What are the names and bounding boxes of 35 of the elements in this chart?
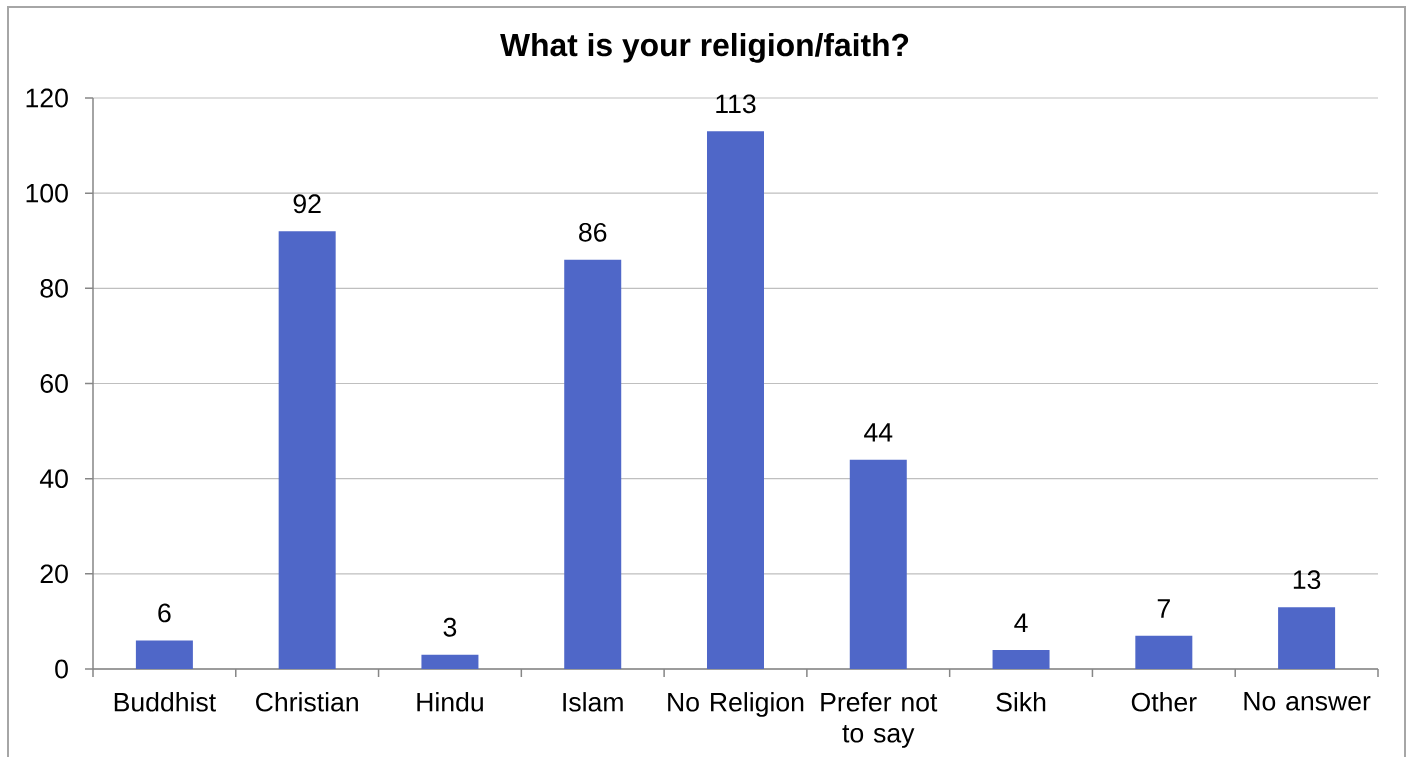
x-tick-label: Sikh bbox=[996, 692, 1046, 712]
bar bbox=[1135, 635, 1193, 669]
data-label: 13 bbox=[1293, 570, 1321, 590]
bar bbox=[992, 649, 1050, 669]
bar bbox=[278, 231, 336, 669]
x-tick-label: Other bbox=[1131, 692, 1197, 712]
bar bbox=[849, 459, 907, 669]
data-label: 86 bbox=[579, 222, 607, 242]
chart-title: What is your religion/faith? bbox=[500, 32, 909, 63]
y-tick-label: 20 bbox=[40, 564, 68, 584]
y-tick-label: 100 bbox=[26, 183, 68, 203]
data-label: 3 bbox=[443, 617, 457, 637]
x-tick-label: No answer bbox=[1244, 692, 1371, 711]
data-label: 92 bbox=[293, 194, 321, 214]
bar bbox=[421, 654, 479, 669]
bar bbox=[707, 131, 764, 669]
data-label: 4 bbox=[1014, 613, 1028, 632]
x-tick-label: Christian bbox=[256, 692, 358, 712]
x-tick-label: Hindu bbox=[417, 692, 483, 712]
x-tick-label: No Religion bbox=[668, 692, 804, 717]
y-tick-label: 80 bbox=[40, 278, 68, 298]
data-label: 44 bbox=[864, 423, 893, 442]
bar bbox=[564, 259, 622, 669]
data-label: 6 bbox=[158, 603, 171, 623]
data-label: 113 bbox=[716, 94, 756, 114]
x-tick-label: Prefer not to say bbox=[821, 692, 938, 748]
y-tick-label: 120 bbox=[26, 88, 68, 108]
bar bbox=[1278, 607, 1336, 669]
y-tick-label: 40 bbox=[39, 469, 68, 489]
data-label: 7 bbox=[1157, 599, 1170, 618]
bar bbox=[135, 640, 193, 669]
x-tick-label: Buddhist bbox=[114, 692, 216, 712]
y-tick-label: 60 bbox=[40, 374, 68, 393]
x-tick-label: Islam bbox=[563, 692, 623, 712]
y-tick-label: 0 bbox=[55, 659, 68, 679]
